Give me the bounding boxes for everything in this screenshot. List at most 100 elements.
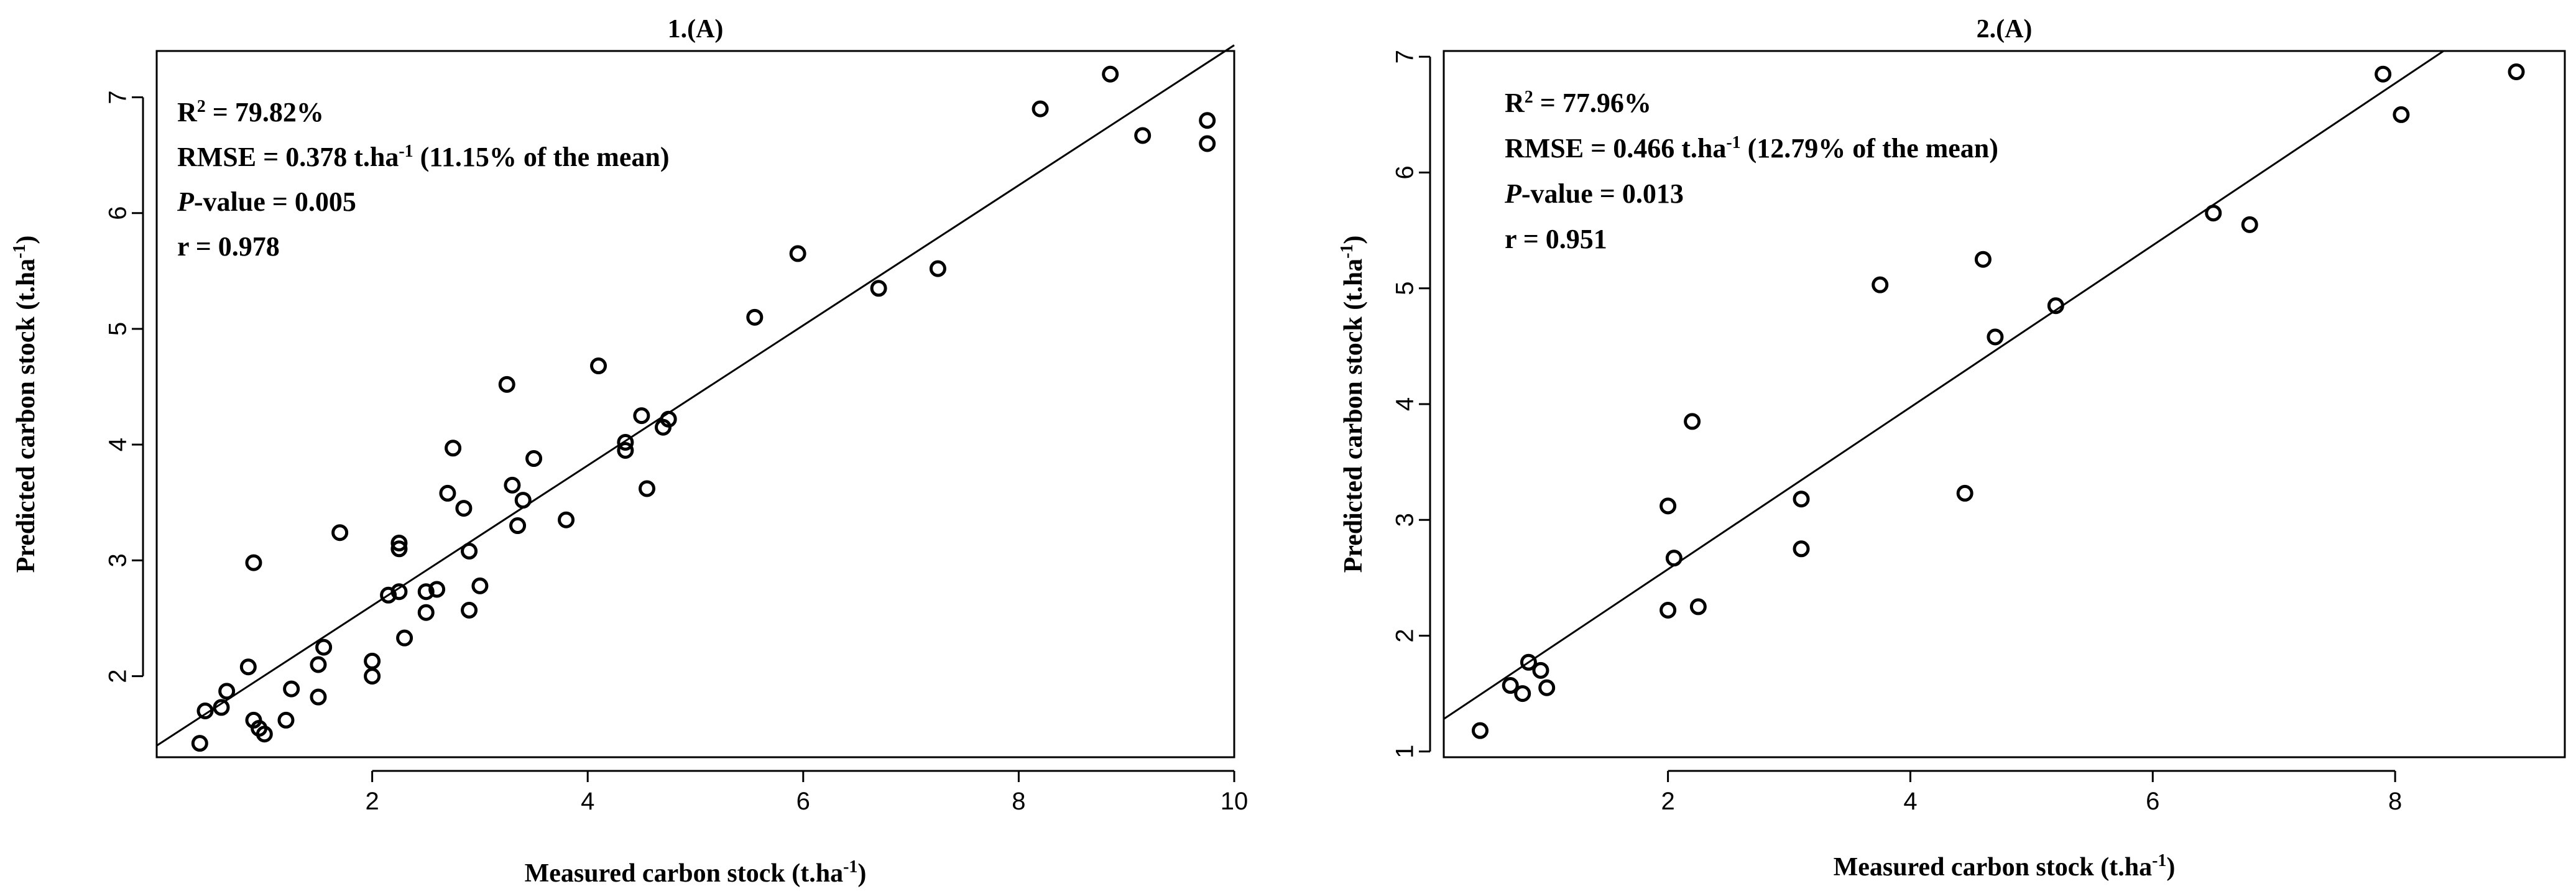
data-point [1199, 112, 1216, 129]
y-tick-label: 5 [1392, 282, 1419, 295]
data-point [2241, 216, 2258, 233]
y-tick-label: 1 [1392, 745, 1419, 758]
stats-line-part: RMSE = 0.466 t.ha [1505, 133, 1726, 164]
data-point [191, 735, 208, 752]
x-axis-label-main: Measured carbon stock (t.ha [525, 859, 844, 888]
y-axis-label-end: ) [1339, 236, 1368, 244]
data-point [471, 577, 489, 594]
x-tick-label: 8 [1012, 788, 1025, 815]
data-point [1471, 722, 1489, 739]
y-axis-label-end: ) [12, 236, 40, 244]
data-point [558, 511, 575, 528]
data-point [417, 583, 435, 601]
data-point [1974, 251, 1992, 268]
data-point [2375, 65, 2392, 83]
data-point [509, 517, 527, 535]
x-axis-label-sup: -1 [843, 857, 857, 877]
data-point [455, 500, 473, 517]
data-point [2047, 297, 2064, 315]
data-point [461, 601, 478, 619]
stats-line-part: r = 0.951 [1505, 224, 1607, 254]
stats-line-part: -1 [1726, 133, 1740, 152]
data-point [1520, 653, 1537, 671]
x-tick-label: 6 [796, 788, 810, 815]
data-point [504, 476, 521, 494]
stats-line-part: = 79.82% [206, 97, 324, 127]
stats-line-part: 2 [197, 97, 206, 116]
data-point [390, 583, 408, 601]
data-point [1793, 540, 1810, 558]
data-point [1502, 677, 1519, 694]
data-point [331, 524, 349, 541]
x-axis-label-end: ) [2166, 853, 2175, 882]
stats-line-part: RMSE = 0.378 t.ha [177, 142, 399, 172]
data-point [639, 480, 656, 497]
y-tick-label: 2 [104, 670, 132, 683]
data-point [277, 711, 295, 729]
scatter-chart-2: 2.(A) 2 4 6 8 1 2 3 4 5 6 7 Measured carbon stock (t… [1337, 15, 2566, 882]
x-tick-label: 8 [2388, 788, 2402, 815]
regression-line [156, 44, 1235, 747]
y-tick-label: 5 [104, 322, 132, 336]
plot-frame [1443, 50, 2566, 758]
y-tick-label: 6 [104, 206, 132, 220]
data-point [2393, 106, 2410, 123]
y-tick-label: 4 [1392, 397, 1419, 411]
data-point [1660, 601, 1677, 619]
x-tick-label: 2 [1661, 788, 1674, 815]
x-axis-label-main: Measured carbon stock (t.ha [1834, 853, 2153, 882]
y-tick-label: 7 [1392, 50, 1419, 63]
y-axis-label-main: Predicted carbon stock (t.ha [1339, 259, 1368, 573]
x-tick-label: 4 [581, 788, 594, 815]
stats-line: R2 = 79.82% [177, 97, 324, 128]
data-point [218, 683, 236, 700]
data-point [1102, 65, 1119, 83]
data-point [789, 245, 806, 262]
y-tick-label: 7 [104, 90, 132, 104]
x-tick-label: 6 [2146, 788, 2159, 815]
data-point [1032, 100, 1049, 118]
stats-line: P-value = 0.005 [177, 187, 356, 217]
y-axis-label-sup: -1 [1337, 244, 1357, 259]
data-point [283, 680, 300, 698]
x-axis-label: Measured carbon stock (t.ha-1) [1834, 851, 2176, 882]
data-point [617, 441, 634, 459]
data-point [417, 604, 435, 621]
stats-line: r = 0.978 [177, 231, 280, 262]
stats-line-part: 2 [1525, 88, 1533, 107]
data-point [1538, 679, 1556, 696]
chart-title: 1.(A) [668, 15, 724, 44]
data-point [660, 410, 677, 428]
y-tick-label: 2 [1392, 629, 1419, 642]
data-point [617, 433, 634, 451]
data-point [213, 699, 230, 716]
data-point [1987, 328, 2004, 346]
stats-line: RMSE = 0.378 t.ha-1 (11.15% of the mean) [177, 142, 670, 173]
data-point [929, 260, 946, 277]
data-point [461, 543, 478, 560]
stats-line: r = 0.951 [1505, 224, 1607, 254]
data-point [239, 658, 257, 676]
data-point [525, 450, 543, 468]
stats-line-part: -value = 0.005 [194, 187, 356, 217]
regression-line [1443, 50, 2444, 720]
data-point [514, 492, 532, 509]
data-point [196, 703, 214, 720]
data-point [445, 440, 462, 457]
data-point [364, 652, 381, 670]
plot-frame [155, 50, 1235, 758]
y-tick-label: 3 [104, 553, 132, 567]
stats-line-part: (11.15% of the mean) [413, 142, 670, 172]
x-axis-label: Measured carbon stock (t.ha-1) [525, 857, 867, 888]
x-axis-label-end: ) [857, 859, 866, 888]
scatter-chart-1: 1.(A) 2 4 6 8 10 2 3 4 5 6 7 Measured carbon stock (… [10, 15, 1249, 888]
data-point [1689, 598, 1707, 615]
data-point [2205, 205, 2222, 222]
data-point [1956, 484, 1974, 502]
y-axis-label-main: Predicted carbon stock (t.ha [12, 259, 40, 573]
y-axis-label: Predicted carbon stock (t.ha-1) [10, 236, 41, 573]
stats-line-part: R [177, 97, 198, 127]
data-point [310, 656, 327, 673]
